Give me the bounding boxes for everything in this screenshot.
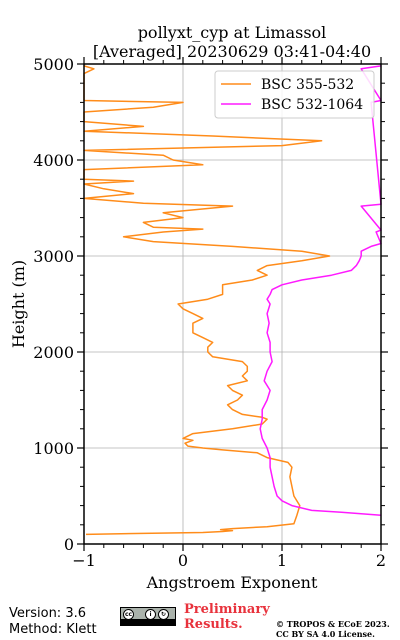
y-tick-label-3: 3000 <box>33 247 74 266</box>
preliminary-line-1: Preliminary <box>184 602 270 617</box>
y-tick-label-0: 0 <box>64 535 74 554</box>
series-line-bsc-532-1064 <box>259 65 382 516</box>
y-tick-label-2: 2000 <box>33 343 74 362</box>
preliminary-note: Preliminary Results. <box>184 602 270 632</box>
y-tick-label-4: 4000 <box>33 151 74 170</box>
version-text: Version: 3.6 <box>9 606 86 621</box>
x-tick-label-3: 2 <box>376 551 386 570</box>
x-axis-label: Angstroem Exponent <box>146 573 318 592</box>
plot-frame <box>83 63 382 545</box>
plot-area <box>83 65 382 536</box>
cc-license-badge: cc i ↻ <box>120 607 176 626</box>
legend-box <box>214 70 375 119</box>
axis-ticks <box>77 57 388 551</box>
series-line-bsc-355-532 <box>83 65 331 536</box>
legend: BSC 355-532 BSC 532-1064 <box>214 70 375 119</box>
cc-badge-strip <box>121 619 175 625</box>
legend-label-bsc-532-1064: BSC 532-1064 <box>261 97 363 113</box>
y-axis-label: Height (m) <box>9 260 28 348</box>
chart-title: pollyxt_cyp at Limassol <box>138 23 327 42</box>
copyright-note: © TROPOS & ECoE 2023. CC BY SA 4.0 Licen… <box>276 619 390 639</box>
y-tick-label-1: 1000 <box>33 439 74 458</box>
x-tick-label-0: −1 <box>72 551 96 570</box>
preliminary-line-2: Results. <box>184 617 243 632</box>
legend-label-bsc-355-532: BSC 355-532 <box>261 77 354 93</box>
chart-subtitle: [Averaged] 20230629 03:41-04:40 <box>93 42 371 61</box>
y-tick-label-5: 5000 <box>33 55 74 74</box>
copyright-line-2: CC BY SA 4.0 License. <box>276 629 375 639</box>
x-tick-label-1: 0 <box>178 551 188 570</box>
x-tick-label-2: 1 <box>277 551 287 570</box>
method-text: Method: Klett <box>9 622 97 637</box>
footer-info: Version: 3.6 Method: Klett <box>9 606 97 638</box>
grid-lines <box>84 64 381 544</box>
copyright-line-1: © TROPOS & ECoE 2023. <box>276 619 390 629</box>
